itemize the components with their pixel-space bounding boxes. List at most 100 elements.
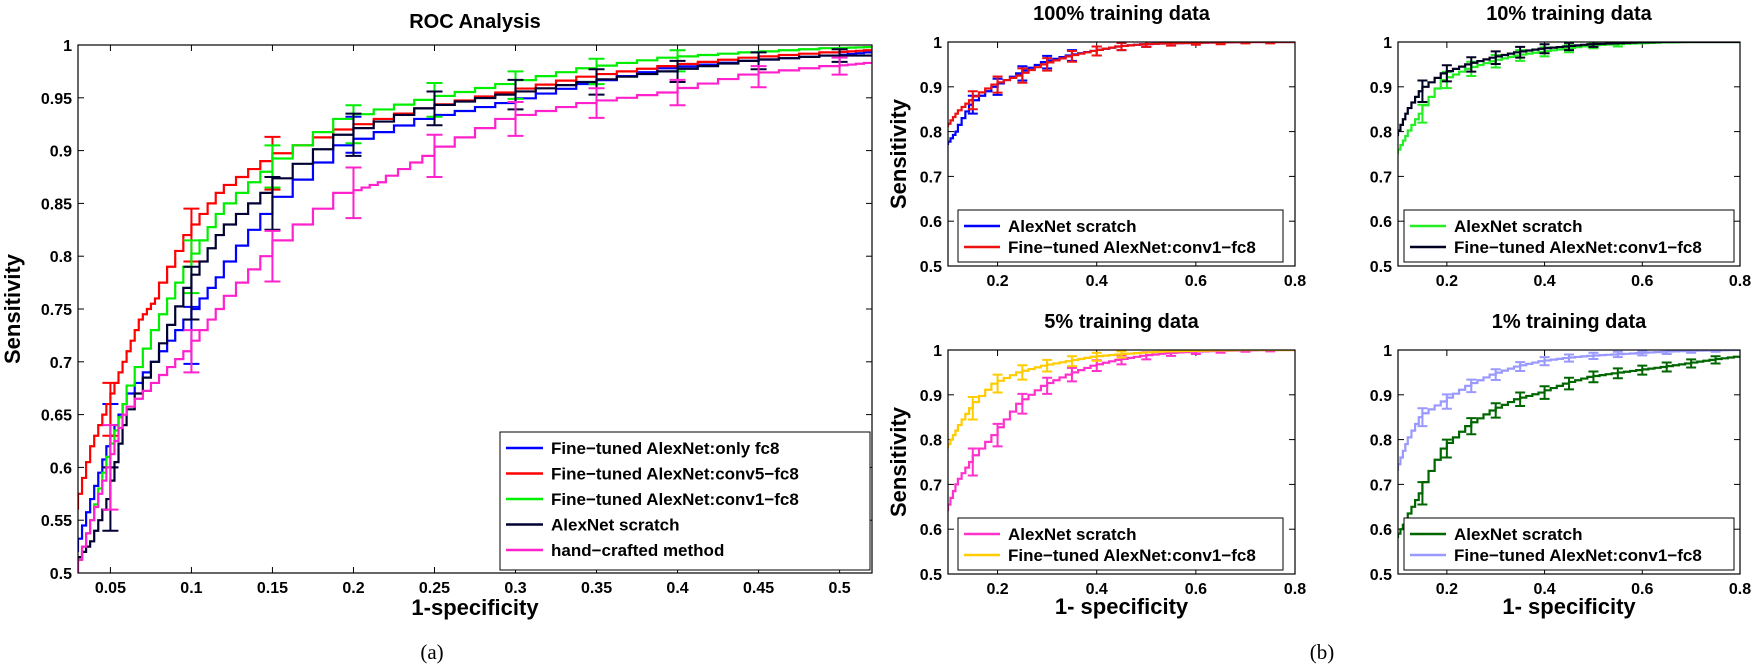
error-bar: [1116, 42, 1127, 52]
plot-area: [1398, 42, 1740, 154]
y-tick-label: 0.8: [50, 249, 72, 266]
error-bar: [1490, 402, 1501, 419]
plot-frame: [947, 41, 1296, 267]
error-bar: [1091, 45, 1102, 57]
chart-title: 100% training data: [1033, 3, 1211, 25]
legend-entry: AlexNet scratch: [1454, 525, 1583, 544]
y-tick-label: 0.9: [920, 80, 942, 97]
error-bar: [1466, 56, 1477, 73]
chart-title: ROC Analysis: [409, 11, 541, 33]
error-bar: [102, 424, 119, 511]
error-bar: [1042, 376, 1053, 395]
x-tick-label: 0.2: [1436, 581, 1458, 598]
chart-b3: 5% training data 0.2 0.4 0.6 0.8 0.5 0.6 0.7 0.8…: [886, 311, 1306, 619]
x-tick-label: 0.1: [180, 580, 202, 597]
caption-a: (a): [420, 640, 443, 664]
x-axis-label: 1- specificity: [1055, 594, 1189, 619]
error-bar: [183, 265, 200, 321]
x-tick-label: 0.2: [1436, 273, 1458, 290]
error-bar: [1710, 355, 1721, 365]
y-axis-label: Sensitivity: [0, 253, 25, 364]
legend: AlexNet scratch Fine−tuned AlexNet:conv1−…: [1403, 209, 1735, 263]
error-bar: [1490, 368, 1501, 382]
error-bar: [1588, 370, 1599, 384]
error-bar: [507, 101, 524, 137]
chart-b2: 10% training data 0.2 0.4 0.6 0.8 0.5 0.6 0.7 0.…: [1370, 3, 1751, 290]
error-bar: [1091, 351, 1102, 362]
y-tick-label: 0.6: [50, 460, 72, 477]
error-bar: [1490, 50, 1501, 65]
error-bar: [967, 90, 978, 111]
legend-entry: AlexNet scratch: [1008, 525, 1137, 544]
error-bar: [1564, 376, 1574, 391]
y-tick-label: 0.7: [50, 355, 72, 372]
error-bar: [1066, 355, 1077, 368]
y-tick-label: 0.85: [41, 196, 72, 213]
error-bar: [1515, 45, 1526, 59]
chart-title: 1% training data: [1492, 311, 1647, 333]
plot-frame: [77, 44, 873, 574]
y-tick-label: 0.65: [41, 408, 72, 425]
chart-a: ROC Analysis 0.05 0.1 0.15 0.2 0.25 0.3 0.35 0.4…: [0, 11, 873, 620]
x-tick-label: 0.35: [581, 580, 612, 597]
x-tick-label: 0.6: [1631, 581, 1653, 598]
series-line-1: [1398, 42, 1740, 154]
series-line-1: [1398, 355, 1740, 539]
error-bar: [1066, 49, 1077, 63]
error-bar: [992, 373, 1003, 394]
error-bar: [264, 229, 281, 283]
error-bar: [1116, 350, 1127, 359]
legend-box: [1403, 517, 1735, 571]
x-axis-label: 1- specificity: [1502, 594, 1636, 619]
y-tick-label: 0.75: [41, 302, 72, 319]
error-bar: [1417, 103, 1428, 124]
x-tick-label: 0.4: [666, 580, 688, 597]
y-tick-label: 0.6: [1370, 214, 1392, 231]
legend-entry: Fine−tuned AlexNet:conv1−fc8: [551, 490, 799, 509]
error-bar: [588, 87, 605, 119]
error-bar: [1166, 42, 1177, 47]
error-bar: [1441, 64, 1452, 83]
plot-area: [948, 42, 1295, 146]
legend-entry: Fine−tuned AlexNet:conv1−fc8: [1008, 238, 1256, 257]
x-tick-label: 0.6: [1185, 273, 1207, 290]
error-bar: [750, 65, 767, 89]
y-tick-label: 0.5: [920, 567, 942, 584]
x-tick-label: 0.6: [1185, 581, 1207, 598]
x-tick-label: 0.25: [419, 580, 450, 597]
error-bar: [1637, 350, 1648, 357]
y-tick-label: 0.95: [41, 91, 72, 108]
legend-box: [499, 431, 871, 571]
x-tick-label: 0.45: [743, 580, 774, 597]
error-bar: [1686, 350, 1697, 354]
error-bar: [1539, 43, 1550, 55]
y-tick-label: 0.9: [50, 144, 72, 161]
y-tick-label: 0.7: [1370, 169, 1392, 186]
y-tick-label: 0.5: [1370, 259, 1392, 276]
plot-area: [1398, 350, 1740, 539]
x-tick-label: 0.4: [1533, 273, 1555, 290]
error-bar: [1190, 42, 1201, 46]
error-bar: [967, 447, 978, 477]
y-tick-label: 0.8: [1370, 125, 1392, 142]
y-tick-label: 1: [63, 38, 72, 55]
error-bar: [345, 166, 362, 220]
x-tick-label: 0.4: [1533, 581, 1555, 598]
legend-entry: Fine−tuned AlexNet:conv1−fc8: [1454, 238, 1702, 257]
plot-frame: [947, 349, 1296, 575]
series-line-2: [948, 42, 1295, 128]
error-bar: [264, 176, 281, 231]
caption-b: (b): [1310, 640, 1335, 664]
error-bar: [1686, 358, 1697, 369]
legend-entry: Fine−tuned AlexNet:conv1−fc8: [1454, 546, 1702, 565]
error-bar: [1017, 364, 1028, 381]
legend: Fine−tuned AlexNet:only fc8 Fine−tuned Al…: [499, 431, 871, 571]
y-tick-label: 1: [1383, 35, 1392, 52]
y-tick-label: 0.9: [1370, 80, 1392, 97]
error-bar: [183, 329, 200, 374]
error-bar: [1441, 393, 1452, 410]
legend-box: [1403, 209, 1735, 263]
x-axis-label: 1-specificity: [411, 595, 539, 620]
error-bar: [1417, 481, 1428, 506]
